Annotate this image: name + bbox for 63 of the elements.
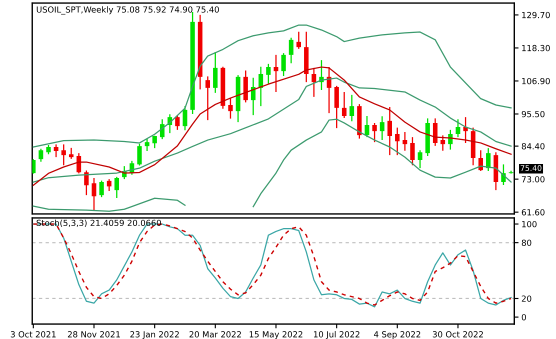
y-tick-label: 80 [522,240,532,246]
candlestick [137,143,142,166]
candlestick [395,126,400,156]
candlestick [152,135,157,149]
candlestick [334,85,339,129]
line-series [32,24,512,148]
candlestick [182,106,188,131]
candlestick [281,52,286,77]
candlestick [175,114,180,131]
candlestick [486,148,491,172]
candlestick [243,70,248,104]
candlestick [54,144,58,158]
y-tick-label: 95.50 [522,110,545,118]
x-tick-label: 28 Nov 2021 [68,331,120,338]
y-tick-label: 106.90 [522,78,550,84]
candlestick [440,134,446,152]
x-tick-label: 23 Jan 2022 [130,331,179,339]
y-tick-label: 129.70 [522,12,550,18]
candlestick [61,144,66,166]
y-tick-label: 61.60 [522,209,545,216]
candlestick [372,122,377,143]
y-tick-label: 73.00 [522,176,545,182]
x-tick-label: 3 Oct 2021 [10,331,56,338]
candlestick [68,147,74,160]
candlestick [38,148,44,162]
candlestick [205,76,210,121]
y-tick-label: 0 [522,314,526,320]
candlestick [46,144,51,155]
candlestick [228,97,233,120]
x-tick-label: 4 Sep 2022 [374,331,420,339]
candlestick [350,94,354,122]
candlestick [274,54,278,93]
candlestick [106,178,112,192]
candlestick [410,136,415,166]
chart-title: USOIL_SPT,Weekly 75.08 75.92 74.90 75.40 [36,6,219,15]
candlestick [432,118,438,146]
y-tick-label: 100 [522,221,537,228]
y-tick-label: 20 [522,295,532,302]
candlestick [402,131,408,152]
candlestick [342,91,347,119]
chart-title: Stoch(5,3,3) 21.4059 20.0660 [36,220,161,227]
candlestick [418,150,422,169]
x-tick-label: 30 Oct 2022 [432,331,483,338]
candlestick [99,180,104,198]
candlestick [288,37,294,64]
candlestick [380,116,384,141]
candlestick [387,106,392,156]
y-tick-label: 84.40 [522,143,545,150]
candlestick [114,176,120,199]
candlestick [144,138,150,152]
y-tick-label: 118.30 [522,44,550,52]
candlestick [296,31,302,50]
x-tick-label: 15 May 2022 [250,331,302,339]
x-tick-label: 20 Mar 2022 [190,331,241,338]
x-tick-label: 10 Jul 2022 [314,331,360,339]
candlestick [213,51,218,94]
candlestick [312,67,316,98]
candlestick [364,115,370,138]
candlestick [258,66,264,107]
candlestick [92,177,96,211]
candlestick [456,118,460,138]
candlestick [266,63,271,84]
candlestick [76,152,82,174]
